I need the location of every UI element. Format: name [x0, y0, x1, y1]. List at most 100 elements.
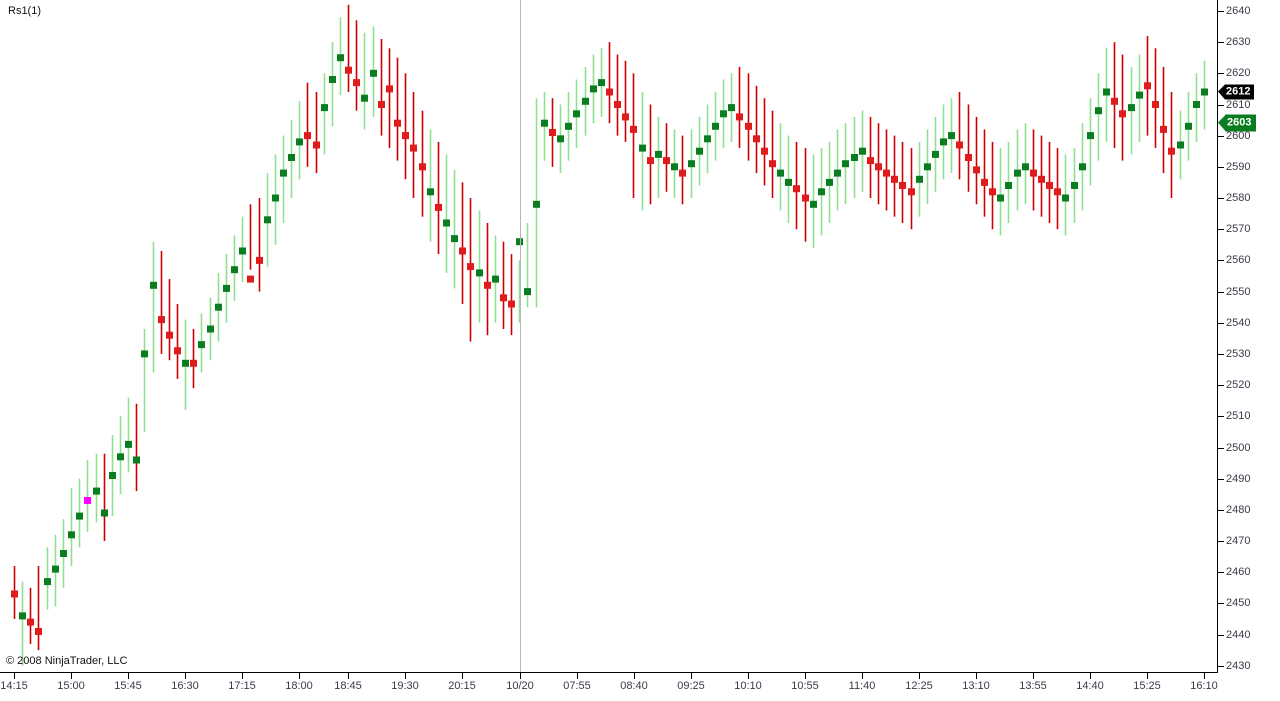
price-dot	[76, 512, 83, 520]
price-dot	[696, 147, 703, 155]
price-dot	[329, 76, 336, 83]
time-axis-label: 20:15	[448, 680, 476, 692]
price-dot	[1087, 132, 1094, 140]
price-dot	[516, 238, 523, 246]
price-dot	[867, 157, 874, 165]
price-dot	[166, 331, 173, 339]
price-axis-tick	[1218, 322, 1224, 324]
time-axis-label: 17:15	[228, 680, 256, 692]
price-dot	[777, 169, 784, 177]
time-axis-label: 14:15	[0, 680, 28, 692]
price-dot	[231, 266, 238, 274]
price-axis-label: 2440	[1226, 628, 1251, 641]
price-axis-label: 2490	[1226, 472, 1251, 485]
price-axis[interactable]: 2430 2440 2450 2460 2470 2480 2490 2500 2510 2520…	[1218, 0, 1280, 673]
price-dot	[11, 590, 18, 598]
price-dot	[1185, 122, 1192, 130]
price-dot	[728, 104, 735, 112]
price-axis-label: 2520	[1226, 379, 1251, 392]
time-axis-label: 16:10	[1190, 680, 1218, 692]
price-dot	[207, 325, 214, 333]
time-axis-label: 07:55	[563, 680, 591, 692]
price-dot	[198, 341, 205, 349]
price-dot	[973, 166, 980, 174]
price-axis-label: 2530	[1226, 347, 1251, 360]
price-dot	[427, 188, 434, 196]
price-dot	[1054, 188, 1061, 196]
price-dot	[117, 453, 124, 461]
price-dot	[345, 66, 352, 74]
time-axis-label: 12:25	[905, 680, 933, 692]
time-axis-tick	[185, 673, 186, 679]
chart-title: Rs1(1)	[8, 5, 42, 17]
time-axis-tick	[71, 673, 72, 679]
price-dot	[1005, 182, 1012, 189]
price-dot	[1193, 101, 1200, 108]
price-dot	[1022, 163, 1029, 171]
price-dot	[924, 163, 931, 171]
price-dot	[940, 138, 947, 146]
price-axis-tick	[1218, 572, 1224, 574]
price-dot	[52, 565, 59, 573]
price-dot	[842, 160, 849, 168]
price-dot	[1046, 182, 1053, 189]
price-dot	[467, 263, 474, 271]
price-dot	[1071, 182, 1078, 189]
price-dot	[916, 175, 923, 183]
price-dot	[150, 281, 157, 289]
price-dot	[533, 200, 540, 208]
price-dot	[875, 163, 882, 171]
price-dot	[182, 359, 189, 367]
time-axis-tick	[128, 673, 129, 679]
time-axis-label: 16:30	[171, 680, 199, 692]
price-axis-label: 2450	[1226, 597, 1251, 610]
price-dot	[386, 85, 393, 93]
time-axis-tick	[299, 673, 300, 679]
copyright-notice: © 2008 NinjaTrader, LLC	[6, 655, 128, 667]
time-axis-tick	[976, 673, 977, 679]
price-dot	[443, 219, 450, 227]
marker-arrow-icon	[1218, 84, 1225, 100]
price-dot	[802, 194, 809, 202]
price-dot	[35, 628, 42, 635]
price-axis-label: 2500	[1226, 441, 1251, 454]
price-dot	[247, 275, 254, 283]
price-axis-label: 2470	[1226, 535, 1251, 547]
price-dot	[785, 178, 792, 186]
price-dot	[614, 101, 621, 108]
time-axis-tick	[691, 673, 692, 679]
time-axis-tick	[634, 673, 635, 679]
price-axis-label: 2580	[1226, 192, 1251, 204]
price-dot	[932, 150, 939, 158]
time-axis-label: 14:40	[1076, 680, 1104, 692]
time-axis-tick	[348, 673, 349, 679]
price-dot	[655, 150, 662, 158]
price-axis-tick	[1218, 385, 1224, 387]
time-axis-label: 19:30	[391, 680, 419, 692]
time-axis[interactable]: 14:15 15:00 15:45 16:30 17:15 18:00 18:45 19:30…	[0, 673, 1218, 701]
price-plot-area[interactable]	[0, 0, 1217, 672]
price-dot	[158, 316, 165, 324]
price-axis-tick	[1218, 104, 1224, 106]
bid-price-value: 2603	[1225, 114, 1257, 132]
price-dot	[1168, 147, 1175, 155]
price-dot	[908, 188, 915, 196]
price-dot	[688, 160, 695, 168]
time-axis-label: 18:45	[334, 680, 362, 692]
price-dot	[524, 288, 531, 296]
price-dot	[370, 69, 377, 77]
time-axis-label: 13:55	[1019, 680, 1047, 692]
price-dot	[101, 509, 108, 517]
day-separator-line	[520, 0, 521, 672]
bid-price-marker: 2603	[1218, 114, 1257, 132]
price-axis-tick	[1218, 135, 1224, 137]
time-axis-label: 10:10	[734, 680, 762, 692]
time-axis-label: 08:40	[620, 680, 648, 692]
price-axis-label: 2540	[1226, 316, 1251, 329]
price-axis-tick	[1218, 541, 1224, 542]
time-axis-label: 15:45	[114, 680, 142, 692]
time-axis-tick	[862, 673, 863, 679]
price-axis-tick	[1218, 509, 1224, 511]
price-dot	[1014, 169, 1021, 177]
